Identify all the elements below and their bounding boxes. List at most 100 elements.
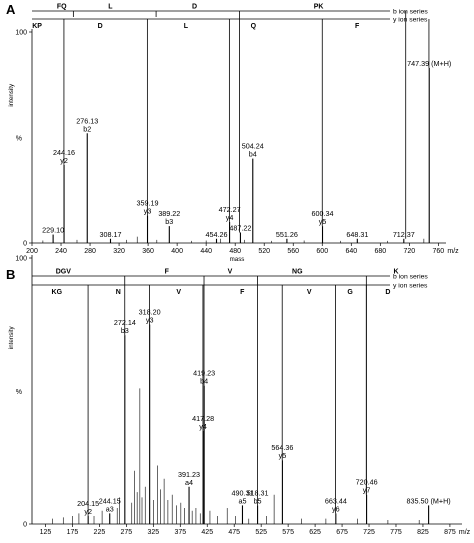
y-series-label: y ion series bbox=[393, 17, 428, 24]
x-tick-label: 680 bbox=[374, 248, 386, 255]
y-sequence-residue: L bbox=[184, 23, 189, 30]
peak-mz-label: 229.10 bbox=[42, 226, 64, 235]
y-sequence-residue: Q bbox=[251, 23, 257, 30]
x-tick-label: 875 bbox=[444, 529, 456, 536]
x-tick-label: 240 bbox=[55, 248, 67, 255]
peak-ion-label: y4 bbox=[226, 213, 234, 222]
x-axis-title: mass bbox=[230, 256, 245, 263]
b-sequence-residue: K bbox=[393, 269, 398, 276]
b-sequence-residue: D bbox=[192, 4, 197, 11]
peak-mz-label: 518.31 bbox=[247, 488, 269, 497]
y-axis-title: intensity bbox=[8, 83, 15, 107]
x-tick-label: 225 bbox=[94, 529, 106, 536]
x-tick-label: 760 bbox=[433, 248, 445, 255]
peak-mz-label: 308.17 bbox=[100, 230, 122, 239]
x-unit-label: m/z bbox=[447, 248, 459, 255]
b-sequence-residue: F bbox=[165, 269, 170, 276]
peak-mz-label: 490.31 bbox=[231, 488, 253, 497]
peak-ion-label: y2 bbox=[84, 507, 92, 516]
y-sequence-residue: V bbox=[307, 289, 312, 296]
x-tick-label: 825 bbox=[417, 529, 429, 536]
y-tick-label: 0 bbox=[23, 241, 27, 248]
b-sequence-residue: V bbox=[228, 269, 233, 276]
peak-mz-label: 244.16 bbox=[53, 148, 75, 157]
x-tick-label: 400 bbox=[171, 248, 183, 255]
y-tick-label: 100 bbox=[15, 30, 27, 37]
x-tick-label: 175 bbox=[67, 529, 79, 536]
peak-ion-label: b2 bbox=[83, 124, 91, 133]
x-tick-label: 640 bbox=[345, 248, 357, 255]
peak-mz-label: 564.36 bbox=[271, 443, 293, 452]
x-tick-label: 280 bbox=[84, 248, 96, 255]
x-tick-label: 560 bbox=[287, 248, 299, 255]
peak-mz-label: 318.20 bbox=[139, 308, 161, 317]
y-axis-title: intensity bbox=[8, 326, 15, 350]
x-tick-label: 480 bbox=[229, 248, 241, 255]
panel-a-chart: b ion series FQ L D PK y ion series KP D L Q F 0 100… bbox=[8, 4, 459, 264]
y-tick-label: 100 bbox=[15, 256, 27, 263]
peak-mz-label: 389.22 bbox=[158, 209, 180, 218]
y-sequence-residue: F bbox=[240, 289, 245, 296]
b-series-label: b ion series bbox=[393, 274, 428, 281]
peak-mz-label: 419.23 bbox=[193, 369, 215, 378]
peak-mz-label: 720.46 bbox=[356, 478, 378, 487]
b-sequence-residue: DGV bbox=[56, 269, 72, 276]
peak-mz-label: 487.22 bbox=[229, 223, 251, 232]
peak-mz-label: 472.27 bbox=[219, 205, 241, 214]
y-sequence-residue: N bbox=[116, 289, 121, 296]
x-tick-label: 125 bbox=[40, 529, 52, 536]
x-tick-label: 325 bbox=[147, 529, 159, 536]
b-sequence-residue: FQ bbox=[57, 4, 67, 11]
peak-mz-label: 504.24 bbox=[242, 142, 264, 151]
peak-mz-label: 391.23 bbox=[178, 470, 200, 479]
y-unit-label: % bbox=[16, 136, 22, 143]
peak-mz-label: 417.28 bbox=[192, 414, 214, 423]
peak-ion-label: b3 bbox=[165, 217, 173, 226]
x-tick-label: 600 bbox=[316, 248, 328, 255]
peak-mz-label: 835.50 (M+H) bbox=[407, 496, 451, 505]
peak-ion-label: y6 bbox=[332, 504, 340, 513]
peak-mz-label: 712.37 bbox=[393, 230, 415, 239]
panel-b: B b ion series DGV F V NG Ky ion series KG N V F V… bbox=[6, 255, 471, 536]
b-sequence-residue: PK bbox=[314, 4, 324, 11]
peak-ion-label: y3 bbox=[144, 207, 152, 216]
peak-mz-label: 244.15 bbox=[99, 496, 121, 505]
peak-ion-label: y2 bbox=[60, 156, 68, 165]
peak-ion-label: b4 bbox=[200, 377, 208, 386]
x-tick-label: 520 bbox=[258, 248, 270, 255]
x-tick-label: 725 bbox=[363, 529, 375, 536]
panel-b-letter: B bbox=[6, 267, 15, 282]
y-sequence-residue: D bbox=[98, 23, 103, 30]
panel-a-letter: A bbox=[6, 2, 16, 17]
b-sequence-residue: L bbox=[108, 4, 113, 11]
x-tick-label: 475 bbox=[228, 529, 240, 536]
x-tick-label: 675 bbox=[336, 529, 348, 536]
y-sequence-residue: KG bbox=[52, 289, 63, 296]
x-tick-label: 375 bbox=[174, 529, 186, 536]
peak-mz-label: 276.13 bbox=[76, 116, 98, 125]
peak-ion-label: b5 bbox=[254, 496, 262, 505]
peak-ion-label: a4 bbox=[185, 478, 193, 487]
y-sequence-residue: F bbox=[355, 23, 360, 30]
panel-a: A b ion series FQ L D PK y ion series KP D L Q F 0 1… bbox=[6, 2, 459, 263]
peak-ion-label: y3 bbox=[146, 316, 154, 325]
peak-ion-label: y4 bbox=[199, 422, 207, 431]
x-tick-label: 775 bbox=[390, 529, 402, 536]
y-sequence-residue: KP bbox=[32, 23, 42, 30]
peak-mz-label: 551.26 bbox=[276, 230, 298, 239]
peak-ion-label: a5 bbox=[238, 496, 246, 505]
x-tick-label: 575 bbox=[282, 529, 294, 536]
y-sequence-residue: G bbox=[347, 289, 353, 296]
peak-mz-label: 359.19 bbox=[137, 199, 159, 208]
panel-b-chart: b ion series DGV F V NG Ky ion series KG N V F V G D… bbox=[8, 255, 471, 536]
y-sequence-residue: V bbox=[176, 289, 181, 296]
y-tick-label: 0 bbox=[23, 522, 27, 529]
peak-ion-label: b3 bbox=[121, 326, 129, 335]
x-tick-label: 275 bbox=[121, 529, 133, 536]
x-tick-label: 360 bbox=[142, 248, 154, 255]
peak-mz-label: 272.14 bbox=[114, 318, 136, 327]
x-tick-label: 625 bbox=[309, 529, 321, 536]
peak-mz-label: 204.15 bbox=[77, 499, 99, 508]
y-unit-label: % bbox=[16, 389, 22, 396]
